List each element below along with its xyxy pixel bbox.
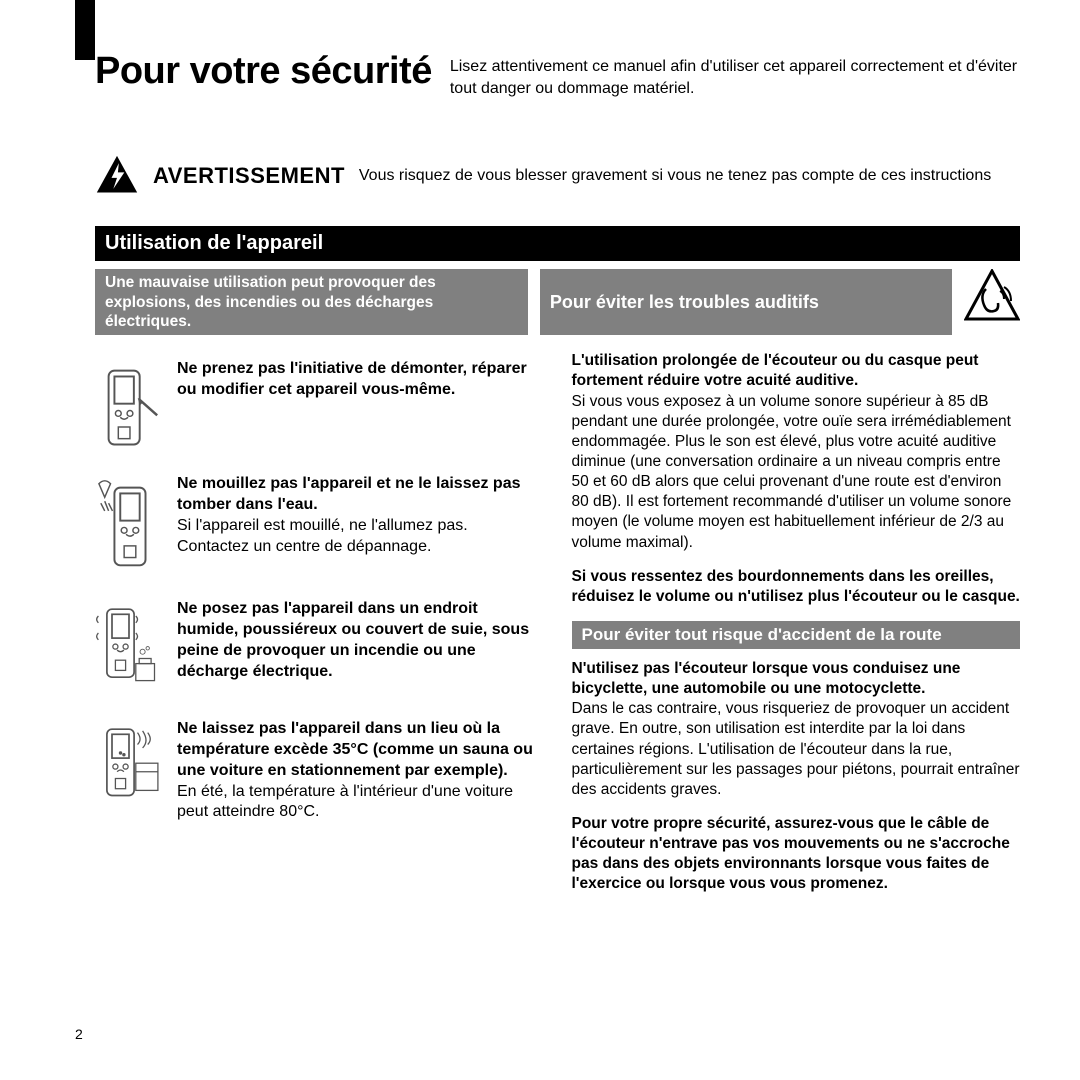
right-block-4: Pour votre propre sécurité, assurez-vous… [572, 814, 1021, 895]
right-sub-title-1: Pour éviter les troubles auditifs [550, 292, 819, 313]
page-title: Pour votre sécurité [95, 50, 432, 93]
safety-item-body: Ne posez pas l'appareil dans un endroit … [177, 599, 544, 701]
right-column: L'utilisation prolongée de l'écouteur ou… [572, 341, 1021, 908]
sub-headers-row: Une mauvaise utilisation peut provoquer … [95, 269, 1020, 335]
warning-text: Vous risquez de vous blesser gravement s… [359, 165, 1020, 187]
page-title-description: Lisez attentivement ce manuel afin d'uti… [450, 50, 1020, 99]
right-block-3-bold: N'utilisez pas l'écouteur lorsque vous c… [572, 660, 961, 697]
no-water-icon [95, 474, 163, 581]
left-intro-bar: Une mauvaise utilisation peut provoquer … [95, 269, 528, 335]
safety-item-text: En été, la température à l'intérieur d'u… [177, 783, 513, 821]
left-intro-text: Une mauvaise utilisation peut provoquer … [105, 273, 518, 331]
safety-item-bold: Ne laissez pas l'appareil dans un lieu o… [177, 720, 533, 779]
safety-item-text: Si l'appareil est mouillé, ne l'allumez … [177, 517, 468, 555]
right-sub-title-1-bar: Pour éviter les troubles auditifs [540, 269, 952, 335]
no-heat-icon [95, 719, 163, 823]
no-dust-icon [95, 599, 163, 701]
content-columns: Ne prenez pas l'initiative de démonter, … [95, 341, 1020, 908]
right-block-2-bold: Si vous ressentez des bourdonnements dan… [572, 568, 1020, 605]
no-disassemble-icon [95, 359, 163, 456]
safety-item: Ne prenez pas l'initiative de démonter, … [95, 359, 544, 456]
warning-row: AVERTISSEMENT Vous risquez de vous bless… [95, 154, 1020, 198]
right-block-3: N'utilisez pas l'écouteur lorsque vous c… [572, 659, 1021, 800]
safety-item: Ne posez pas l'appareil dans un endroit … [95, 599, 544, 701]
safety-item-body: Ne laissez pas l'appareil dans un lieu o… [177, 719, 544, 823]
right-block-4-bold: Pour votre propre sécurité, assurez-vous… [572, 815, 1010, 892]
warning-label: AVERTISSEMENT [153, 163, 345, 189]
safety-item-bold: Ne mouillez pas l'appareil et ne le lais… [177, 475, 521, 513]
safety-item: Ne mouillez pas l'appareil et ne le lais… [95, 474, 544, 581]
safety-item-bold: Ne prenez pas l'initiative de démonter, … [177, 360, 527, 398]
header: Pour votre sécurité Lisez attentivement … [95, 50, 1020, 99]
left-column: Ne prenez pas l'initiative de démonter, … [95, 341, 544, 908]
safety-item-body: Ne mouillez pas l'appareil et ne le lais… [177, 474, 544, 581]
safety-item-bold: Ne posez pas l'appareil dans un endroit … [177, 600, 529, 679]
right-block-2: Si vous ressentez des bourdonnements dan… [572, 567, 1021, 607]
ear-warning-icon [964, 269, 1020, 325]
section-title: Utilisation de l'appareil [95, 226, 1020, 261]
right-block-1-bold: L'utilisation prolongée de l'écouteur ou… [572, 352, 979, 389]
safety-item: Ne laissez pas l'appareil dans un lieu o… [95, 719, 544, 823]
page-number: 2 [75, 1026, 83, 1042]
right-block-1-body: Si vous vous exposez à un volume sonore … [572, 393, 1012, 551]
right-block-3-body: Dans le cas contraire, vous risqueriez d… [572, 700, 1020, 798]
right-sub-title-2-bar: Pour éviter tout risque d'accident de la… [572, 621, 1021, 649]
safety-item-body: Ne prenez pas l'initiative de démonter, … [177, 359, 544, 456]
right-block-1: L'utilisation prolongée de l'écouteur ou… [572, 351, 1021, 552]
warning-bolt-icon [95, 154, 139, 198]
page-side-marker [75, 0, 95, 60]
